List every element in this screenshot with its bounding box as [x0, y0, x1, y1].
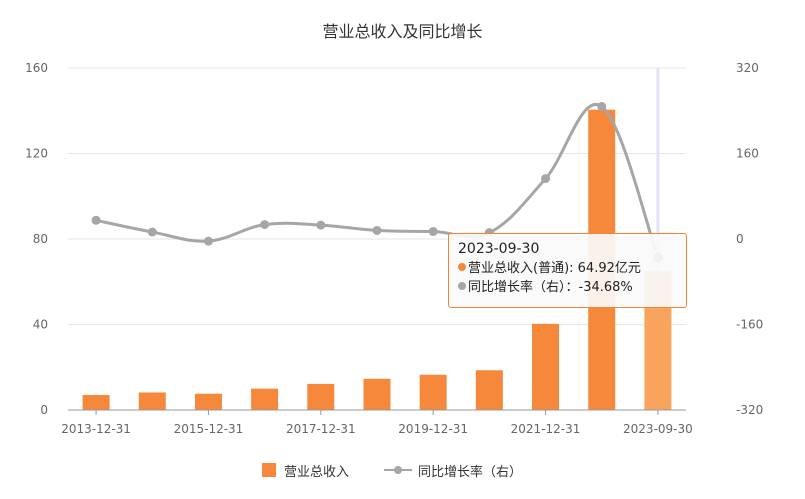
growth-line [95, 102, 660, 259]
bar [419, 374, 447, 410]
tooltip-growth-dot-icon [458, 282, 466, 290]
legend-growth-label: 同比增长率（右） [418, 464, 523, 480]
bar [194, 393, 222, 410]
gridlines [68, 67, 686, 325]
x-tick-label: 2023-09-30 [623, 422, 693, 436]
bar [138, 392, 166, 410]
line-point [91, 215, 101, 225]
tick-labels: 0 -320 40 -160 80 0 120 160 160 320 2013-12-31 2015… [25, 61, 763, 436]
tooltip-row-growth: 同比增长率（右）：-34.68% [458, 278, 677, 297]
legend-bar-swatch-icon [262, 463, 276, 477]
x-tick-label: 2015-12-31 [174, 422, 244, 436]
y-right-tick-label: 320 [736, 61, 759, 75]
bar [82, 395, 110, 410]
x-tick-label: 2013-12-31 [61, 422, 131, 436]
bar [475, 370, 503, 410]
tooltip: 2023-09-30 营业总收入(普通): 64.92亿元 同比增长率（右）：-… [448, 233, 687, 308]
x-tick-label: 2019-12-31 [398, 422, 468, 436]
legend-item-growth[interactable]: 同比增长率（右） [384, 459, 522, 481]
y-left-tick-label: 80 [33, 232, 48, 246]
y-left-tick-label: 120 [25, 147, 48, 161]
line-point [597, 101, 607, 111]
line-series [95, 102, 660, 259]
bar [251, 388, 279, 410]
y-left-tick-label: 160 [25, 61, 48, 75]
y-right-tick-label: -160 [736, 318, 763, 332]
line-point [260, 220, 270, 230]
tooltip-revenue-text: 营业总收入(普通): 64.92亿元 [468, 261, 641, 276]
tooltip-row-revenue: 营业总收入(普通): 64.92亿元 [458, 259, 677, 278]
x-tick-label: 2017-12-31 [286, 422, 356, 436]
line-point [428, 227, 438, 237]
y-left-tick-label: 0 [40, 403, 48, 417]
legend-item-revenue[interactable]: 营业总收入 [262, 459, 349, 481]
axes [68, 409, 686, 415]
chart-legend: 营业总收入 同比增长率（右） [0, 459, 805, 481]
x-tick-label: 2021-12-31 [511, 422, 581, 436]
line-point [147, 227, 157, 237]
tooltip-date: 2023-09-30 [458, 241, 540, 257]
y-left-tick-label: 40 [33, 318, 48, 332]
bar [363, 378, 391, 410]
bar [307, 383, 335, 410]
bar [532, 323, 560, 410]
line-point [372, 225, 382, 235]
y-right-tick-label: 160 [736, 147, 759, 161]
legend-line-swatch-icon [384, 466, 412, 474]
legend-revenue-label: 营业总收入 [284, 464, 350, 480]
tooltip-revenue-dot-icon [458, 263, 466, 271]
y-right-tick-label: -320 [736, 403, 763, 417]
line-point [316, 220, 326, 230]
tooltip-growth-text: 同比增长率（右）：-34.68% [468, 280, 633, 295]
chart-title: 营业总收入及同比增长 [322, 22, 483, 41]
line-point [541, 174, 551, 184]
line-point [203, 236, 213, 246]
y-right-tick-label: 0 [736, 232, 744, 246]
